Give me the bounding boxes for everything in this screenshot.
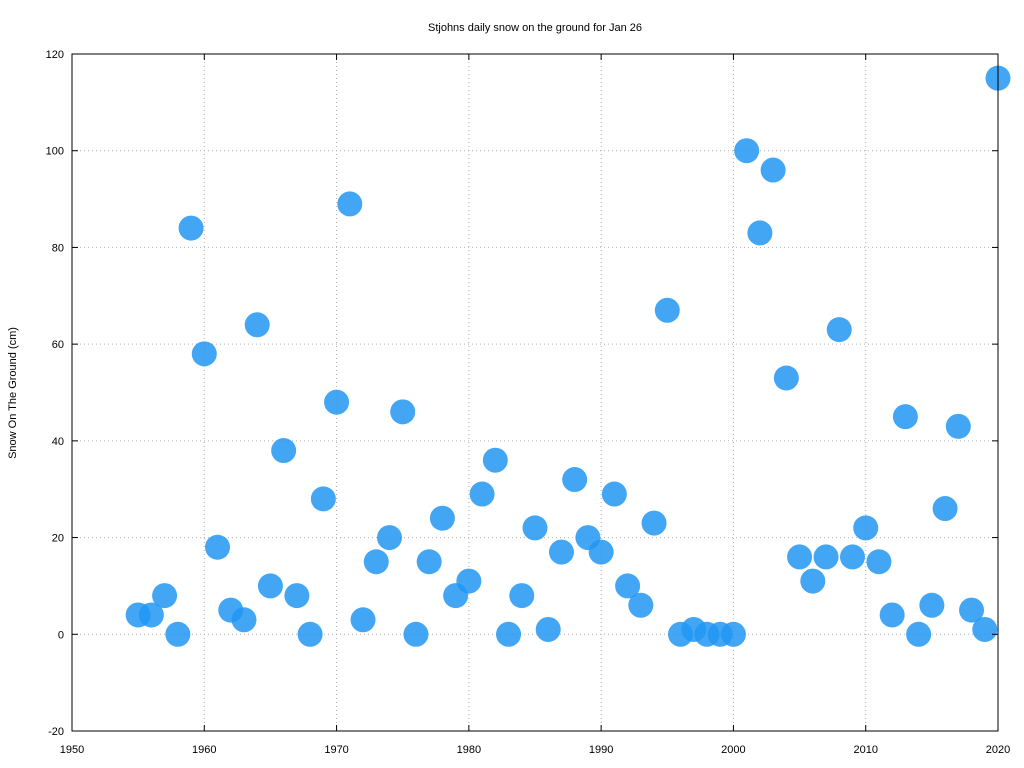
axes: 1950 1960 1970 1980 1990 2000 2010 2020 -20 0 20 40… — [46, 49, 1011, 756]
data-point — [919, 592, 945, 618]
data-point — [191, 341, 217, 367]
data-point — [324, 389, 350, 415]
chart-title: Stjohns daily snow on the ground for Jan… — [428, 22, 642, 34]
y-axis-title: Snow On The Ground (cm) — [7, 327, 19, 459]
data-point — [138, 602, 164, 628]
data-point — [773, 365, 799, 391]
data-point — [178, 215, 204, 241]
y-tick-label: 100 — [46, 146, 64, 158]
data-point — [390, 399, 416, 425]
y-tick-label: 0 — [58, 629, 64, 641]
data-point — [628, 592, 654, 618]
data-point — [959, 597, 985, 623]
x-tick-label: 2000 — [721, 744, 745, 756]
plot-frame — [71, 53, 999, 732]
data-point — [826, 317, 852, 343]
data-point — [257, 573, 283, 599]
data-point — [231, 607, 257, 633]
data-point — [350, 607, 376, 633]
data-point — [535, 616, 561, 642]
data-point — [588, 539, 614, 565]
x-tick-label: 2020 — [986, 744, 1010, 756]
data-point — [932, 496, 958, 522]
data-point — [271, 438, 297, 464]
data-point — [866, 549, 892, 575]
data-point — [403, 621, 429, 647]
data-point — [760, 157, 786, 183]
data-point — [496, 621, 522, 647]
data-point — [363, 549, 389, 575]
data-point — [376, 525, 402, 551]
y-tick-label: 120 — [46, 49, 64, 61]
data-point — [879, 602, 905, 628]
data-point — [416, 549, 442, 575]
data-point — [297, 621, 323, 647]
data-point — [853, 515, 879, 541]
data-points — [125, 65, 1011, 647]
data-point — [945, 413, 971, 439]
data-point — [601, 481, 627, 507]
x-tick-label: 1950 — [60, 744, 84, 756]
data-point — [482, 447, 508, 473]
data-point — [429, 505, 455, 531]
data-point — [337, 191, 363, 217]
data-point — [244, 312, 270, 338]
y-tick-label: -20 — [48, 726, 64, 738]
data-point — [165, 621, 191, 647]
y-tick-label: 60 — [52, 339, 64, 351]
data-point — [469, 481, 495, 507]
data-point — [152, 583, 178, 609]
data-point — [641, 510, 667, 536]
data-point — [747, 220, 773, 246]
data-point — [284, 583, 310, 609]
data-point — [456, 568, 482, 594]
data-point — [509, 583, 535, 609]
x-tick-label: 1990 — [589, 744, 613, 756]
x-tick-label: 1980 — [457, 744, 481, 756]
data-point — [813, 544, 839, 570]
x-tick-label: 2010 — [853, 744, 877, 756]
data-point — [734, 138, 760, 164]
data-point — [720, 621, 746, 647]
data-point — [522, 515, 548, 541]
data-point — [310, 486, 336, 512]
data-point — [892, 404, 918, 430]
data-point — [654, 297, 680, 323]
data-point — [615, 573, 641, 599]
data-point — [906, 621, 932, 647]
data-point — [787, 544, 813, 570]
x-tick-label: 1970 — [324, 744, 348, 756]
y-tick-label: 40 — [52, 436, 64, 448]
grid-lines — [72, 54, 998, 731]
y-tick-label: 20 — [52, 533, 64, 545]
y-tick-label: 80 — [52, 242, 64, 254]
data-point — [562, 467, 588, 493]
x-tick-label: 1960 — [192, 744, 216, 756]
data-point — [800, 568, 826, 594]
data-point — [205, 534, 231, 560]
data-point — [972, 616, 998, 642]
data-point — [839, 544, 865, 570]
data-point — [548, 539, 574, 565]
